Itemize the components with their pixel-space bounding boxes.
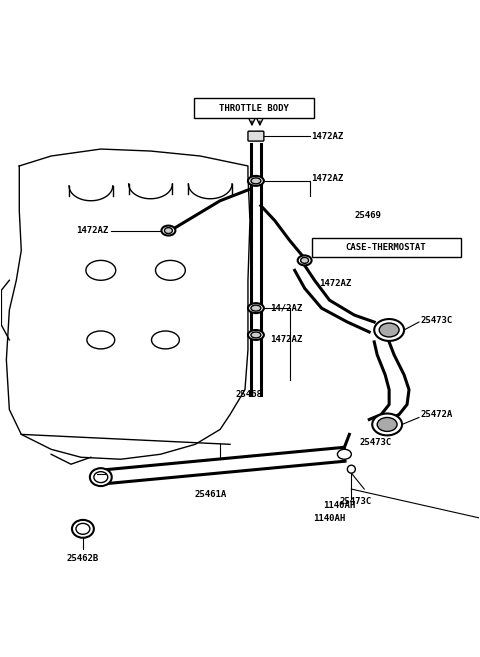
Ellipse shape bbox=[379, 323, 399, 337]
Ellipse shape bbox=[86, 260, 116, 281]
Ellipse shape bbox=[156, 260, 185, 281]
Ellipse shape bbox=[374, 319, 404, 341]
Ellipse shape bbox=[251, 305, 261, 311]
Text: 25473C: 25473C bbox=[421, 315, 453, 325]
Text: 25473C: 25473C bbox=[360, 438, 392, 447]
Text: THROTTLE BODY: THROTTLE BODY bbox=[219, 104, 289, 113]
Text: 25472A: 25472A bbox=[421, 410, 453, 419]
Ellipse shape bbox=[76, 524, 90, 534]
Ellipse shape bbox=[90, 468, 112, 486]
Ellipse shape bbox=[152, 331, 180, 349]
Ellipse shape bbox=[72, 520, 94, 538]
Ellipse shape bbox=[300, 258, 309, 263]
Ellipse shape bbox=[94, 472, 108, 483]
FancyBboxPatch shape bbox=[248, 131, 264, 141]
Text: 1140AH: 1140AH bbox=[324, 501, 356, 510]
Ellipse shape bbox=[87, 331, 115, 349]
Ellipse shape bbox=[248, 176, 264, 186]
Ellipse shape bbox=[372, 413, 402, 436]
Ellipse shape bbox=[161, 225, 175, 236]
Text: 25469: 25469 bbox=[354, 211, 381, 220]
FancyBboxPatch shape bbox=[312, 238, 461, 258]
Polygon shape bbox=[6, 149, 250, 459]
Ellipse shape bbox=[377, 417, 397, 432]
Text: 1472AZ: 1472AZ bbox=[312, 131, 344, 141]
Text: CASE-THERMOSTAT: CASE-THERMOSTAT bbox=[346, 243, 426, 252]
Ellipse shape bbox=[251, 332, 261, 338]
Ellipse shape bbox=[298, 256, 312, 265]
Text: 25473C: 25473C bbox=[339, 497, 372, 507]
Ellipse shape bbox=[251, 178, 261, 184]
Ellipse shape bbox=[348, 465, 355, 473]
Text: 25462B: 25462B bbox=[67, 554, 99, 563]
Text: 25468: 25468 bbox=[235, 390, 262, 399]
FancyBboxPatch shape bbox=[194, 99, 313, 118]
Text: 25461A: 25461A bbox=[194, 489, 226, 499]
Text: 1472AZ: 1472AZ bbox=[270, 336, 302, 344]
Text: 1140AH: 1140AH bbox=[313, 514, 346, 524]
Text: 1472AZ: 1472AZ bbox=[320, 279, 352, 288]
Text: 1472AZ: 1472AZ bbox=[76, 226, 109, 235]
Text: 14/2AZ: 14/2AZ bbox=[270, 304, 302, 313]
Text: 1472AZ: 1472AZ bbox=[312, 174, 344, 183]
Ellipse shape bbox=[337, 449, 351, 459]
Ellipse shape bbox=[248, 330, 264, 340]
Ellipse shape bbox=[165, 227, 172, 233]
Ellipse shape bbox=[248, 303, 264, 313]
